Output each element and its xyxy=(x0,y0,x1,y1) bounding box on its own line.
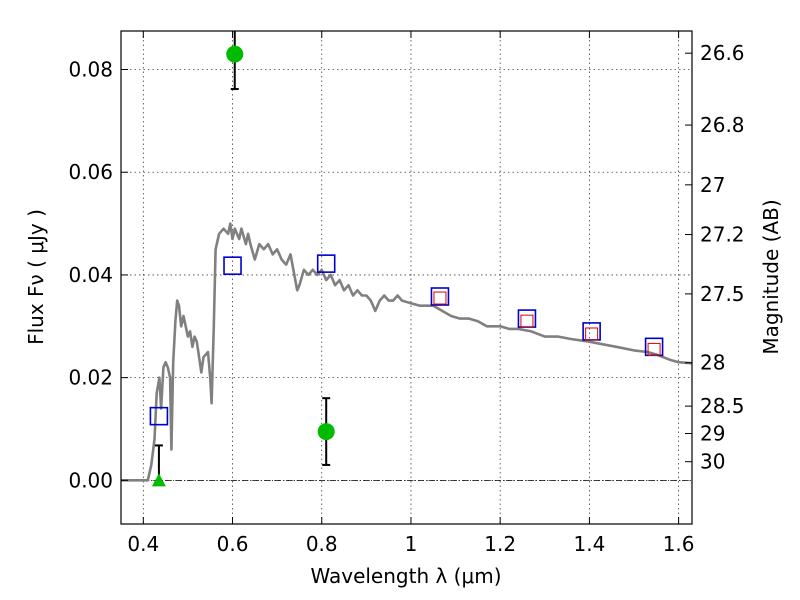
y-axis-right-label: Magnitude (AB) xyxy=(759,199,783,354)
x-tick-label: 0.6 xyxy=(217,532,249,556)
magnitude-tick-label: 26.6 xyxy=(700,41,745,65)
y-tick-label: 0.04 xyxy=(68,263,113,287)
y-tick-label: 0.08 xyxy=(68,58,113,82)
upper-limit-marker xyxy=(151,473,166,487)
magnitude-tick-label: 28.5 xyxy=(700,394,745,418)
y-tick-label: 0.02 xyxy=(68,366,113,390)
inner-square-marker xyxy=(585,327,599,341)
observed-point xyxy=(226,45,244,63)
x-tick-label: 1 xyxy=(405,532,418,556)
magnitude-tick-label: 28 xyxy=(700,351,725,375)
inner-square-marker xyxy=(520,314,534,328)
y-axis-label: Flux Fν ( μJy ) xyxy=(24,209,48,345)
y-tick-label: 0.06 xyxy=(68,160,113,184)
model-band-marker xyxy=(149,406,169,426)
inner-square-marker xyxy=(647,342,661,356)
magnitude-tick-label: 27 xyxy=(700,173,725,197)
magnitude-tick-label: 27.5 xyxy=(700,282,745,306)
magnitude-tick-label: 29 xyxy=(700,422,725,446)
model-spectrum-line xyxy=(121,222,692,482)
x-tick-label: 1.6 xyxy=(663,532,695,556)
model-band-marker xyxy=(223,256,242,275)
x-axis-label: Wavelength λ (μm) xyxy=(310,564,501,588)
model-band-marker xyxy=(430,287,450,306)
x-tick-label: 0.8 xyxy=(306,532,338,556)
x-tick-label: 0.4 xyxy=(127,532,159,556)
y-tick-label: 0.00 xyxy=(68,468,113,492)
plot-area xyxy=(121,31,692,487)
model-band-marker xyxy=(316,254,336,273)
magnitude-tick-label: 27.2 xyxy=(700,223,745,247)
magnitude-tick-label: 30 xyxy=(700,450,725,474)
magnitude-tick-label: 26.8 xyxy=(700,113,745,137)
plot-frame xyxy=(120,30,693,525)
x-tick-label: 1.4 xyxy=(573,532,605,556)
x-tick-label: 1.2 xyxy=(484,532,516,556)
inner-square-marker xyxy=(433,291,447,305)
observed-point xyxy=(317,423,335,441)
